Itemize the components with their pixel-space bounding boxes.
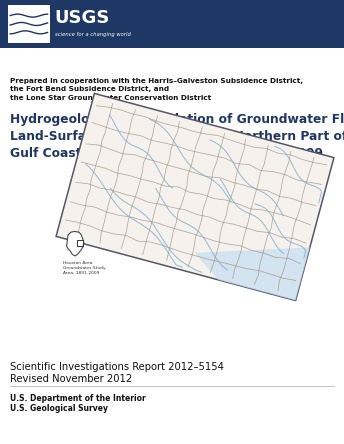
Polygon shape bbox=[56, 93, 334, 301]
Bar bbox=[8, 5, 50, 43]
Polygon shape bbox=[195, 247, 310, 301]
Text: U.S. Geological Survey: U.S. Geological Survey bbox=[10, 404, 108, 413]
Text: USGS: USGS bbox=[55, 8, 110, 27]
Text: Houston Area
Groundwater Study
Area, 1891-2009: Houston Area Groundwater Study Area, 189… bbox=[63, 261, 106, 275]
Text: Revised November 2012: Revised November 2012 bbox=[10, 374, 132, 384]
Text: Scientific Investigations Report 2012–5154: Scientific Investigations Report 2012–51… bbox=[10, 362, 224, 372]
Polygon shape bbox=[66, 231, 84, 256]
Text: science for a changing world: science for a changing world bbox=[55, 32, 131, 37]
Bar bbox=[77, 240, 83, 246]
Text: Hydrogeology and Simulation of Groundwater Flow and
Land-Surface Subsidence in t: Hydrogeology and Simulation of Groundwat… bbox=[10, 113, 344, 160]
Text: U.S. Department of the Interior: U.S. Department of the Interior bbox=[10, 394, 146, 403]
Text: Prepared in cooperation with the Harris–Galveston Subsidence District,
the Fort : Prepared in cooperation with the Harris–… bbox=[10, 78, 303, 101]
Bar bbox=[0, 0, 344, 48]
